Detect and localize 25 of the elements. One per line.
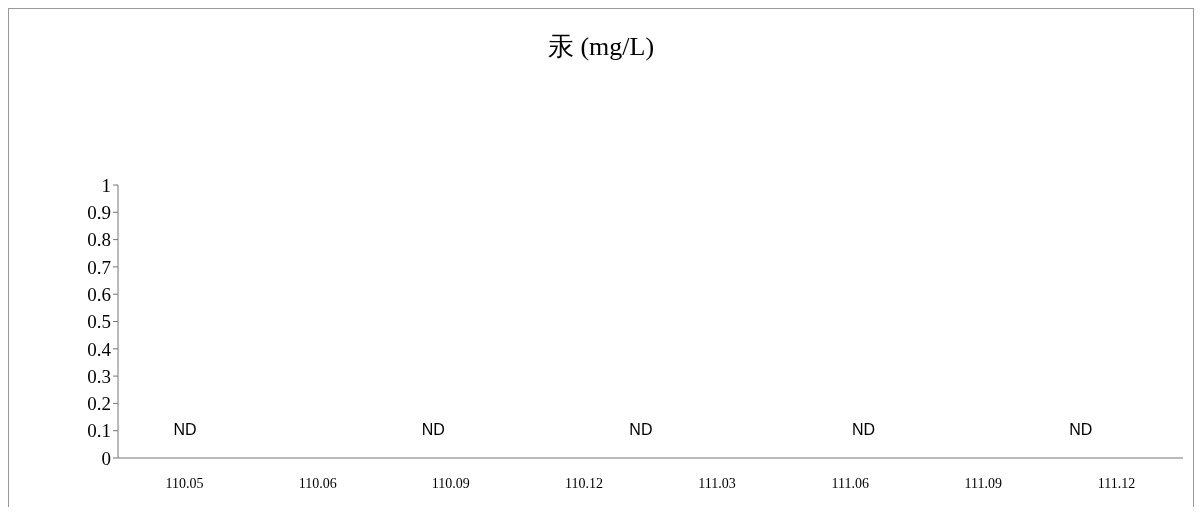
x-tick-label: 110.06 [298,475,337,491]
x-tick-label: 111.12 [1097,475,1136,491]
x-tick-label: 110.12 [564,475,603,491]
x-tick-label: 111.03 [698,475,736,491]
y-tick-label: 1 [101,174,111,196]
x-tick-label: 110.09 [431,475,470,491]
y-tick-label: 0 [101,447,111,469]
y-tick-label: 0.2 [87,393,111,415]
annotation: ND [421,420,445,440]
annotation: ND [1069,420,1093,440]
y-tick-label: 0.7 [87,256,111,278]
x-tick-label: 110.05 [165,475,204,491]
y-tick-label: 0.6 [87,283,111,305]
y-tick-label: 0.4 [87,338,112,360]
x-tick-label: 111.06 [831,475,869,491]
y-tick-label: 0.9 [87,202,111,224]
chart-title: 汞 (mg/L) [546,31,656,63]
y-tick-label: 0.1 [87,420,111,442]
annotation: ND [173,420,197,440]
x-tick-label: 111.09 [964,475,1003,491]
annotation: ND [629,420,653,440]
y-tick-label: 0.5 [87,311,111,333]
y-tick-label: 0.3 [87,365,111,387]
y-tick-label: 0.8 [87,229,111,251]
annotation: ND [851,420,876,440]
